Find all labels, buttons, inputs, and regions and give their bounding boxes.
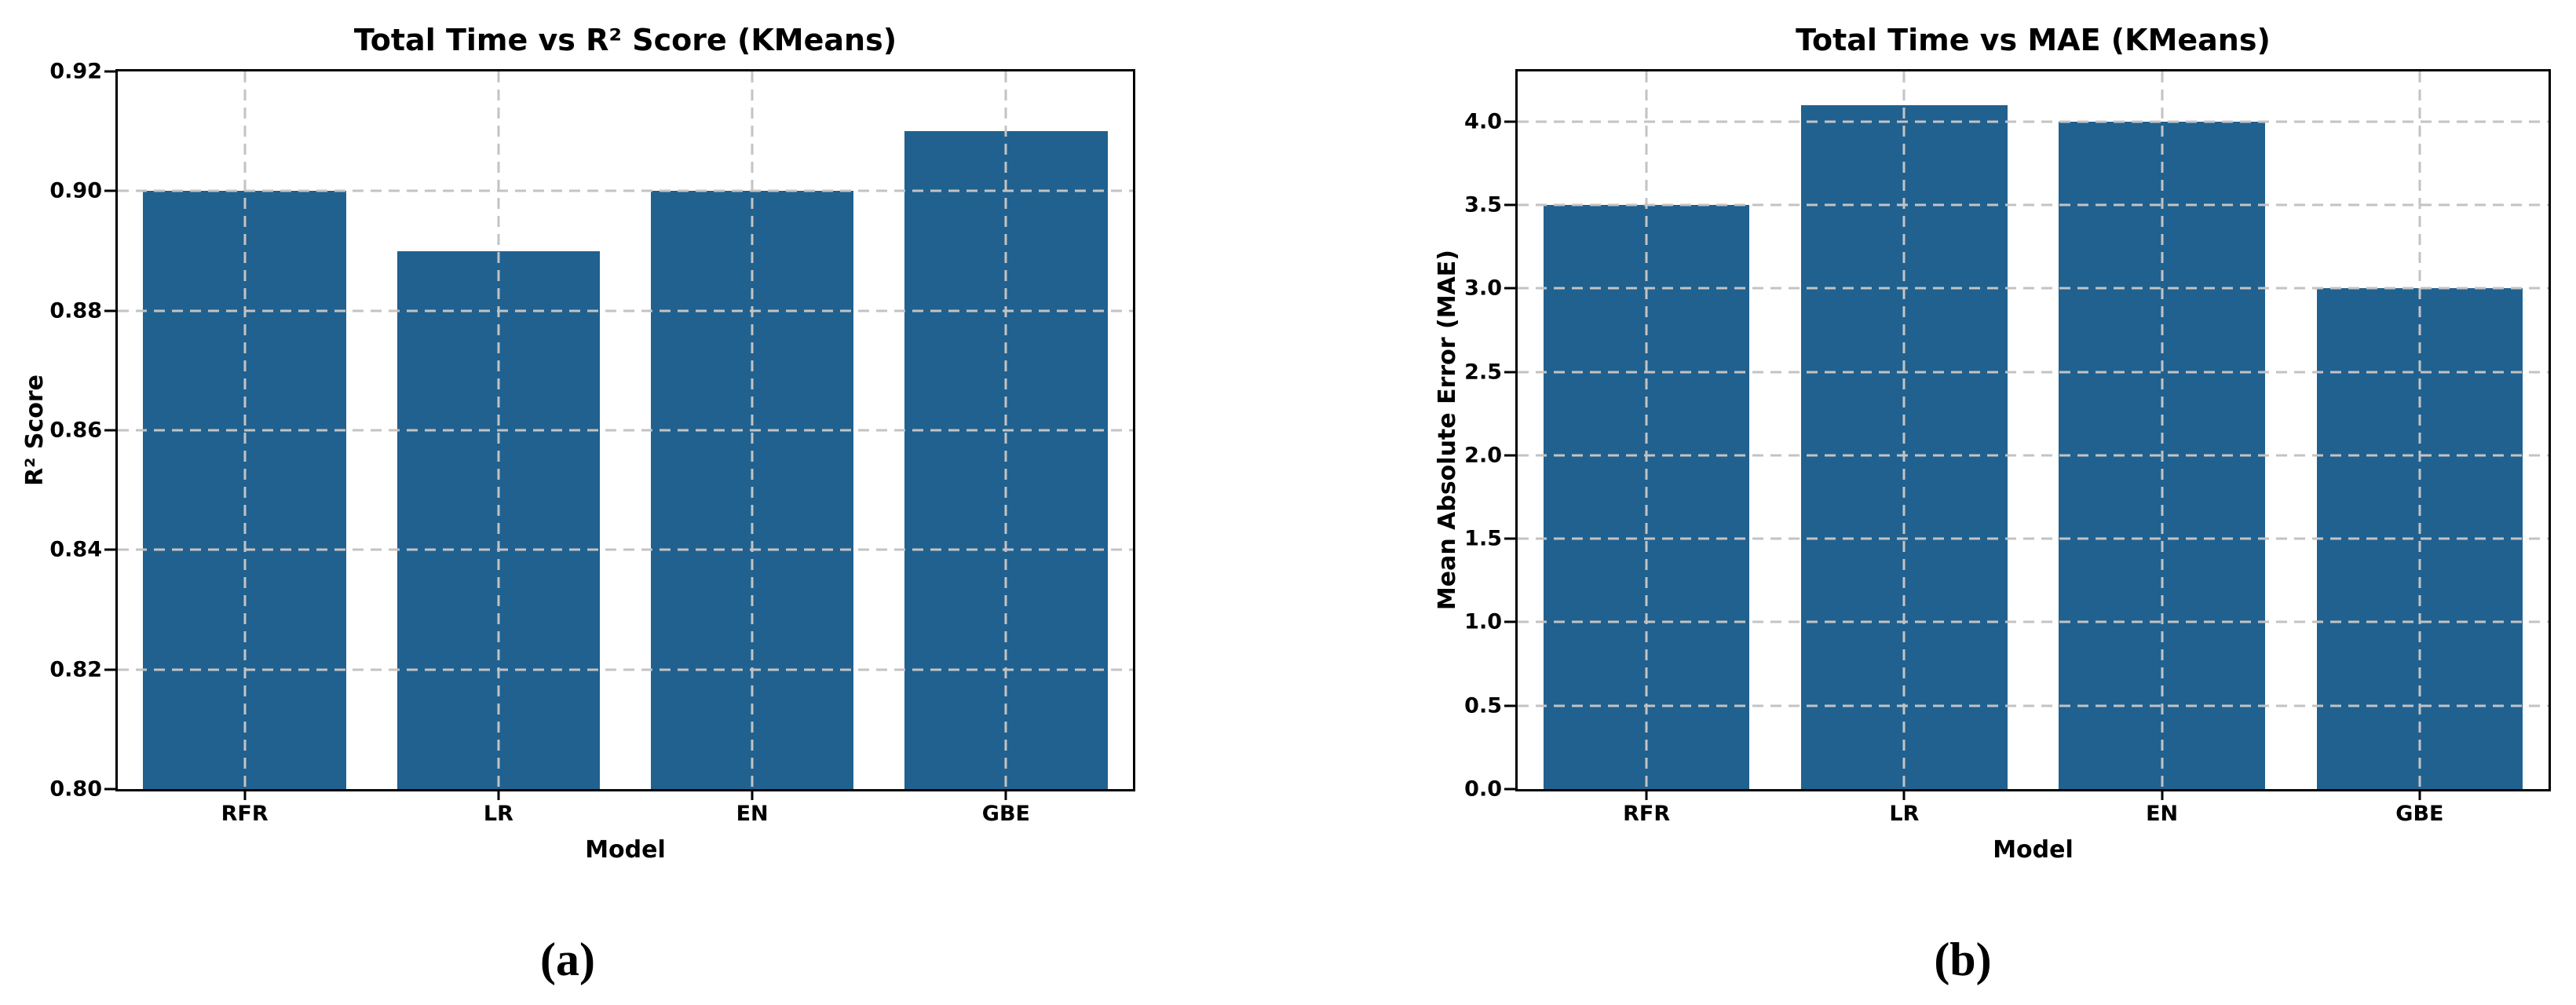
y-tick-mark [1504,371,1515,374]
y-tick-mark [104,309,115,312]
vertical-gridline [2161,71,2164,789]
x-tick-label-en: EN [736,802,769,826]
y-tick-label: 0.82 [49,657,102,682]
y-tick-label: 2.5 [1464,360,1502,385]
y-tick-label: 0.92 [49,59,102,84]
y-tick-label: 1.5 [1464,526,1502,551]
y-tick-mark [104,788,115,791]
horizontal-gridline [1518,203,2549,206]
y-tick-mark [1504,620,1515,623]
chart-a-ylabel: R² Score [20,375,49,486]
x-tick-label-en: EN [2146,802,2179,826]
x-tick-label-lr: LR [483,802,513,826]
chart-a-title: Total Time vs R² Score (KMeans) [353,23,897,57]
y-tick-label: 1.0 [1464,609,1502,634]
x-tick-mark [2161,789,2164,800]
vertical-gridline [2418,71,2421,789]
caption-b: (b) [1934,934,1992,985]
x-tick-mark [2418,789,2421,800]
y-tick-mark [1504,120,1515,123]
y-tick-label: 2.0 [1464,443,1502,468]
x-tick-mark [497,789,500,800]
chart-b-title: Total Time vs MAE (KMeans) [1796,23,2271,57]
vertical-gridline [1645,71,1648,789]
horizontal-gridline [118,429,1133,432]
y-tick-label: 0.0 [1464,777,1502,802]
horizontal-gridline [1518,704,2549,707]
y-tick-mark [104,548,115,551]
x-tick-label-rfr: RFR [221,802,269,826]
y-tick-mark [1504,454,1515,457]
y-tick-label: 0.90 [49,178,102,203]
horizontal-gridline [118,309,1133,312]
y-tick-mark [1504,537,1515,540]
x-tick-mark [243,789,247,800]
y-tick-mark [1504,788,1515,791]
y-tick-mark [104,189,115,192]
chart-b-plot-area: RFR LR EN GBE 0.0 0.5 1.0 1.5 2.0 2.5 3.0 3.5 4.0 [1464,69,2551,824]
y-tick-mark [1504,704,1515,707]
chart-b-ylabel: Mean Absolute Error (MAE) [1433,250,1461,611]
x-tick-label-rfr: RFR [1623,802,1671,826]
y-tick-label: 0.80 [49,777,102,802]
subfigure-a: Total Time vs R² Score (KMeans) R² Score… [20,23,1135,985]
x-tick-label-gbe: GBE [981,802,1030,826]
horizontal-gridline [1518,120,2549,123]
y-tick-mark [104,70,115,73]
x-tick-label-lr: LR [1889,802,1920,826]
y-tick-mark [104,668,115,671]
y-tick-mark [104,429,115,432]
x-tick-label-gbe: GBE [2395,802,2444,826]
y-tick-label: 3.0 [1464,276,1502,301]
chart-b-xlabel: Model [1993,836,2074,864]
vertical-gridline [1902,71,1906,789]
y-tick-label: 3.5 [1464,192,1502,217]
chart-a-xlabel: Model [585,836,666,864]
x-tick-mark [1004,789,1007,800]
y-tick-label: 0.84 [49,537,102,562]
y-tick-mark [1504,287,1515,290]
horizontal-gridline [1518,287,2549,290]
horizontal-gridline [1518,454,2549,457]
y-tick-label: 0.86 [49,418,102,443]
horizontal-gridline [1518,620,2549,623]
x-tick-mark [1645,789,1648,800]
y-tick-label: 0.88 [49,298,102,323]
y-tick-label: 4.0 [1464,109,1502,134]
x-tick-mark [1902,789,1906,800]
horizontal-gridline [118,548,1133,551]
subfigure-b: Total Time vs MAE (KMeans) Mean Absolute… [1288,0,2576,1005]
horizontal-gridline [118,668,1133,671]
horizontal-gridline [1518,371,2549,374]
horizontal-gridline [118,189,1133,192]
horizontal-gridline [1518,537,2549,540]
chart-a-plot-area: RFR LR EN GBE 0.80 0.82 0.84 0.86 0.88 0.90 0.92 [49,61,1135,824]
y-tick-mark [1504,203,1515,206]
y-tick-label: 0.5 [1464,693,1502,718]
x-tick-mark [751,789,754,800]
caption-a: (a) [540,934,595,985]
